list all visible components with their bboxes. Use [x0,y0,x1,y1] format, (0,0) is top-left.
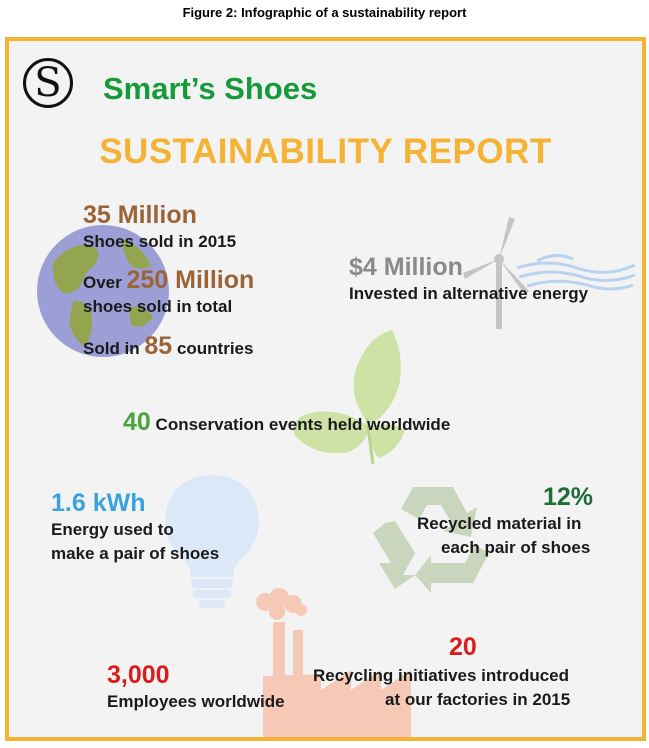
stat-recycled-line1: Recycled material in [417,514,582,533]
report-title: SUSTAINABILITY REPORT [99,132,552,171]
factory-icon [256,588,411,737]
brand-name: Smart’s Shoes [103,71,318,106]
stat-employees-value: 3,000 [107,661,170,689]
stat-conservation-label: Conservation events held worldwide [155,415,451,434]
stat-energy-per-pair-line1: Energy used to [51,520,174,539]
stat-shoes-total-prefix: Over [83,273,122,292]
globe-icon [37,225,169,357]
stat-shoes-2015-label: Shoes sold in 2015 [83,232,237,251]
butterfly-icon [293,330,405,465]
stat-energy-per-pair-line2: make a pair of shoes [51,544,220,563]
stat-shoes-total-value: 250 Million [126,266,255,294]
stat-recycled-value: 12% [543,483,594,511]
stat-employees-label: Employees worldwide [107,692,285,711]
stat-conservation-line: 40 Conservation events held worldwide [123,407,450,440]
stat-countries-prefix: Sold in [83,339,140,358]
stat-energy-investment-label: Invested in alternative energy [349,284,589,303]
stat-recycling-line1: Recycling initiatives introduced [313,666,570,685]
wind-turbine-icon [463,217,636,329]
logo-icon: S [23,58,73,108]
stat-recycling-value: 20 [449,633,477,661]
stat-conservation-value: 40 [123,408,151,436]
stat-countries-line: Sold in 85 countries [83,331,253,364]
lightbulb-icon [165,475,259,608]
stat-countries-value: 85 [144,332,173,360]
stat-shoes-2015-value: 35 Million [83,201,197,229]
infographic-frame: S Smart’s Shoes SUSTAINABILITY REPORT 35… [5,37,646,741]
stat-recycling-line2: at our factories in 2015 [385,690,571,709]
stat-energy-per-pair-value: 1.6 kWh [51,489,146,517]
stat-countries-suffix: countries [176,339,254,358]
stat-energy-investment-value: $4 Million [349,253,463,281]
figure-caption: Figure 2: Infographic of a sustainabilit… [182,5,467,20]
recycle-icon [373,487,489,593]
stat-recycled-line2: each pair of shoes [441,538,591,557]
stat-shoes-total-label: shoes sold in total [83,297,233,316]
stat-shoes-total-line: Over 250 Million [83,265,254,298]
